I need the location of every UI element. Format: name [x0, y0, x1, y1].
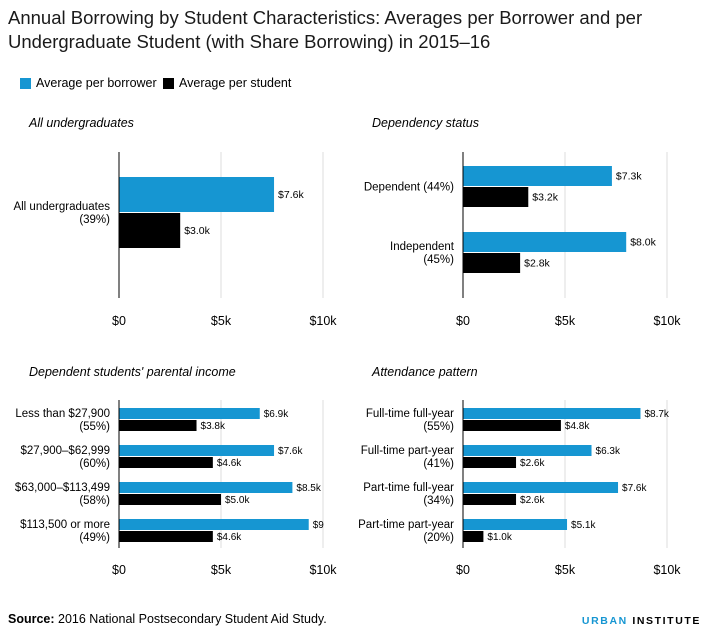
category-label-1-1-0: Independent	[390, 241, 455, 253]
bar-borrower-2-3	[119, 519, 309, 530]
category-label-2-3-0: $113,500 or more	[20, 519, 110, 531]
tick-label-0-0: $0	[112, 314, 126, 328]
chart-title: Annual Borrowing by Student Characterist…	[8, 7, 643, 52]
data-label-borrower-0-0: $7.6k	[278, 189, 304, 201]
category-label-3-3-0: Part-time part-year	[358, 519, 454, 531]
category-label-3-0-0: Full-time full-year	[366, 408, 454, 420]
legend-label-borrower: Average per borrower	[36, 76, 157, 90]
category-label-2-2-1: (58%)	[79, 495, 110, 507]
panel-title-3: Attendance pattern	[371, 365, 478, 379]
panel-title-2: Dependent students' parental income	[29, 365, 236, 379]
bar-borrower-3-1	[463, 445, 592, 456]
bar-student-3-2	[463, 494, 517, 505]
data-label-student-3-0: $4.8k	[565, 421, 590, 432]
category-label-3-3-1: (20%)	[423, 532, 454, 544]
urban-institute-logo: URBAN INSTITUTE	[582, 615, 701, 627]
bar-student-0-0	[119, 213, 181, 248]
category-label-3-2-1: (34%)	[423, 495, 454, 507]
tick-label-3-2: $10k	[653, 563, 681, 577]
category-label-2-3-1: (49%)	[79, 532, 110, 544]
tick-label-0-2: $10k	[309, 314, 337, 328]
data-label-student-3-3: $1.0k	[487, 532, 512, 543]
bar-student-2-0	[119, 420, 197, 431]
source-label: Source:	[8, 612, 55, 626]
bar-student-2-2	[119, 494, 221, 505]
bar-borrower-1-1	[463, 232, 627, 252]
category-label-3-1-0: Full-time part-year	[361, 445, 454, 457]
bar-borrower-2-0	[119, 408, 260, 419]
data-label-borrower-2-1: $7.6k	[278, 446, 303, 457]
bar-borrower-2-1	[119, 445, 275, 456]
bar-borrower-3-0	[463, 408, 641, 419]
data-label-borrower-2-0: $6.9k	[264, 409, 289, 420]
tick-label-1-2: $10k	[653, 314, 681, 328]
data-label-student-1-1: $2.8k	[524, 258, 550, 270]
bar-borrower-2-2	[119, 482, 293, 493]
panel-title-0: All undergraduates	[28, 116, 134, 130]
data-label-borrower-1-0: $7.3k	[616, 171, 642, 183]
data-label-student-2-2: $5.0k	[225, 495, 250, 506]
category-label-1-1-1: (45%)	[423, 254, 454, 266]
bar-student-3-3	[463, 531, 484, 542]
data-label-borrower-3-2: $7.6k	[622, 483, 647, 494]
data-label-borrower-3-0: $8.7k	[644, 409, 669, 420]
source-note: Source: 2016 National Postsecondary Stud…	[8, 612, 327, 626]
data-label-student-1-0: $3.2k	[532, 192, 558, 204]
data-label-student-0-0: $3.0k	[184, 225, 210, 237]
tick-label-1-0: $0	[456, 314, 470, 328]
source-text: 2016 National Postsecondary Student Aid …	[58, 612, 327, 626]
data-label-borrower-2-3: $9	[313, 520, 325, 531]
category-label-2-1-0: $27,900–$62,999	[20, 445, 110, 457]
category-label-0-0-0: All undergraduates	[13, 201, 110, 213]
data-label-borrower-2-2: $8.5k	[296, 483, 321, 494]
category-label-2-2-0: $63,000–$113,499	[15, 482, 110, 494]
logo-word-urban: URBAN	[581, 615, 628, 627]
category-label-3-1-1: (41%)	[423, 458, 454, 470]
data-label-borrower-1-1: $8.0k	[630, 237, 656, 249]
bar-student-1-1	[463, 253, 521, 273]
data-label-student-3-1: $2.6k	[520, 458, 545, 469]
legend-label-student: Average per student	[179, 76, 292, 90]
bar-student-1-0	[463, 187, 529, 207]
tick-label-2-0: $0	[112, 563, 126, 577]
category-label-3-2-0: Part-time full-year	[363, 482, 454, 494]
tick-label-3-0: $0	[456, 563, 470, 577]
data-label-borrower-3-1: $6.3k	[596, 446, 621, 457]
tick-label-3-1: $5k	[555, 563, 576, 577]
data-label-student-2-1: $4.6k	[217, 458, 242, 469]
category-label-3-0-1: (55%)	[423, 421, 454, 433]
data-label-student-2-0: $3.8k	[201, 421, 226, 432]
tick-label-2-2: $10k	[309, 563, 337, 577]
data-label-borrower-3-3: $5.1k	[571, 520, 596, 531]
tick-label-1-1: $5k	[555, 314, 576, 328]
category-label-1-0-0: Dependent (44%)	[364, 182, 454, 194]
legend-swatch-student	[163, 78, 174, 89]
bar-borrower-1-0	[463, 166, 612, 186]
category-label-2-0-1: (55%)	[79, 421, 110, 433]
bar-borrower-3-2	[463, 482, 619, 493]
category-label-0-0-1: (39%)	[79, 214, 110, 226]
panel-title-1: Dependency status	[372, 116, 479, 130]
tick-label-2-1: $5k	[211, 563, 232, 577]
bar-borrower-0-0	[119, 177, 275, 212]
bar-borrower-3-3	[463, 519, 568, 530]
data-label-student-3-2: $2.6k	[520, 495, 545, 506]
bar-student-2-1	[119, 457, 213, 468]
data-label-student-2-3: $4.6k	[217, 532, 242, 543]
legend-swatch-borrower	[20, 78, 31, 89]
bar-student-2-3	[119, 531, 213, 542]
bar-student-3-0	[463, 420, 561, 431]
bar-student-3-1	[463, 457, 517, 468]
category-label-2-1-1: (60%)	[79, 458, 110, 470]
category-label-2-0-0: Less than $27,900	[15, 408, 110, 420]
tick-label-0-1: $5k	[211, 314, 232, 328]
logo-word-institute: INSTITUTE	[632, 615, 701, 627]
